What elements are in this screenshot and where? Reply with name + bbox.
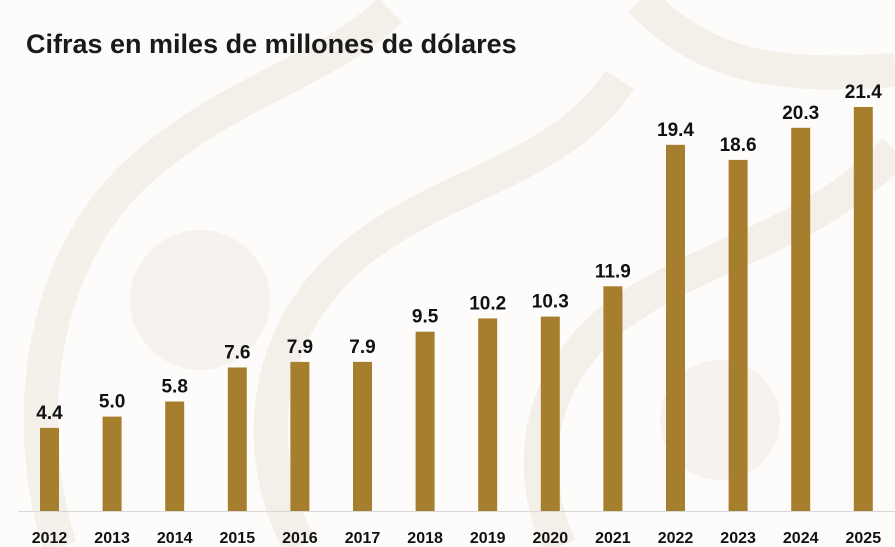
value-labels-group: 4.4 5.0 5.8 7.6 7.9 7.9 9.5 10.2 10.3 11.9 19.4 18.…: [36, 82, 882, 424]
value-label-2021: 11.9: [595, 261, 631, 282]
x-tick-labels-group: 2012 2013 2014 2015 2016 2017 2018 2019 2020 2021…: [32, 530, 881, 547]
value-label-2013: 5.0: [99, 392, 125, 413]
value-label-2022: 19.4: [657, 120, 694, 141]
bar-2024: [791, 127, 811, 512]
value-label-2018: 9.5: [412, 307, 439, 328]
x-tick-label-2022: 2022: [658, 530, 694, 547]
bar-2019: [478, 318, 498, 511]
bar-2014: [165, 401, 185, 511]
bar-2023: [728, 159, 748, 511]
bars-group: [40, 107, 873, 512]
x-tick-label-2019: 2019: [470, 530, 506, 547]
value-label-2017: 7.9: [349, 337, 375, 358]
bar-2021: [603, 286, 623, 511]
x-tick-label-2016: 2016: [282, 530, 318, 547]
value-label-2020: 10.3: [532, 292, 569, 313]
value-label-2015: 7.6: [224, 343, 250, 364]
x-tick-label-2015: 2015: [220, 530, 256, 547]
x-tick-label-2023: 2023: [720, 530, 756, 547]
bar-2017: [353, 361, 372, 511]
bar-2016: [290, 361, 310, 511]
x-tick-label-2024: 2024: [783, 530, 819, 547]
value-label-2024: 20.3: [782, 103, 819, 124]
bar-2012: [40, 427, 59, 511]
bar-2015: [227, 367, 247, 511]
bar-2022: [666, 144, 685, 512]
value-label-2016: 7.9: [287, 337, 313, 358]
bar-2013: [102, 416, 122, 511]
value-label-2023: 18.6: [720, 135, 757, 156]
value-label-2025: 21.4: [845, 82, 882, 103]
bar-2020: [540, 316, 560, 511]
value-label-2019: 10.2: [469, 293, 506, 314]
x-tick-label-2025: 2025: [846, 530, 882, 547]
chart-title: Cifras en miles de millones de dólares: [26, 29, 517, 59]
x-tick-label-2017: 2017: [345, 530, 381, 547]
x-tick-label-2013: 2013: [94, 530, 130, 547]
bar-2025: [853, 107, 873, 511]
value-label-2012: 4.4: [36, 403, 63, 424]
x-tick-label-2020: 2020: [533, 530, 569, 547]
x-tick-label-2018: 2018: [407, 530, 443, 547]
x-tick-label-2012: 2012: [32, 530, 68, 547]
x-tick-label-2021: 2021: [595, 530, 631, 547]
x-tick-label-2014: 2014: [157, 530, 193, 547]
value-label-2014: 5.8: [161, 377, 187, 398]
bar-2018: [415, 331, 435, 511]
